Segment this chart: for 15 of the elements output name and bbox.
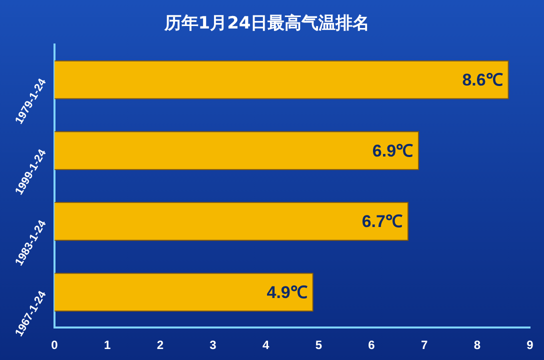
chart-title: 历年1月24日最高气温排名 — [163, 14, 370, 34]
x-tick-label: 9 — [526, 338, 534, 352]
data-label: 8.6℃ — [462, 70, 503, 90]
x-tick-label: 2 — [156, 338, 164, 352]
x-tick-label: 0 — [51, 338, 58, 352]
x-tick-label: 4 — [262, 338, 270, 352]
data-label: 6.9℃ — [372, 141, 414, 160]
x-tick-label: 5 — [315, 338, 322, 352]
data-label: 6.7℃ — [362, 212, 402, 232]
x-tick-label: 3 — [210, 338, 217, 352]
x-tick-label: 1 — [104, 338, 111, 352]
x-tick-label: 7 — [420, 338, 428, 352]
x-tick-label: 8 — [474, 338, 481, 352]
data-label: 4.9℃ — [266, 282, 308, 302]
x-tick-label: 6 — [368, 338, 376, 352]
